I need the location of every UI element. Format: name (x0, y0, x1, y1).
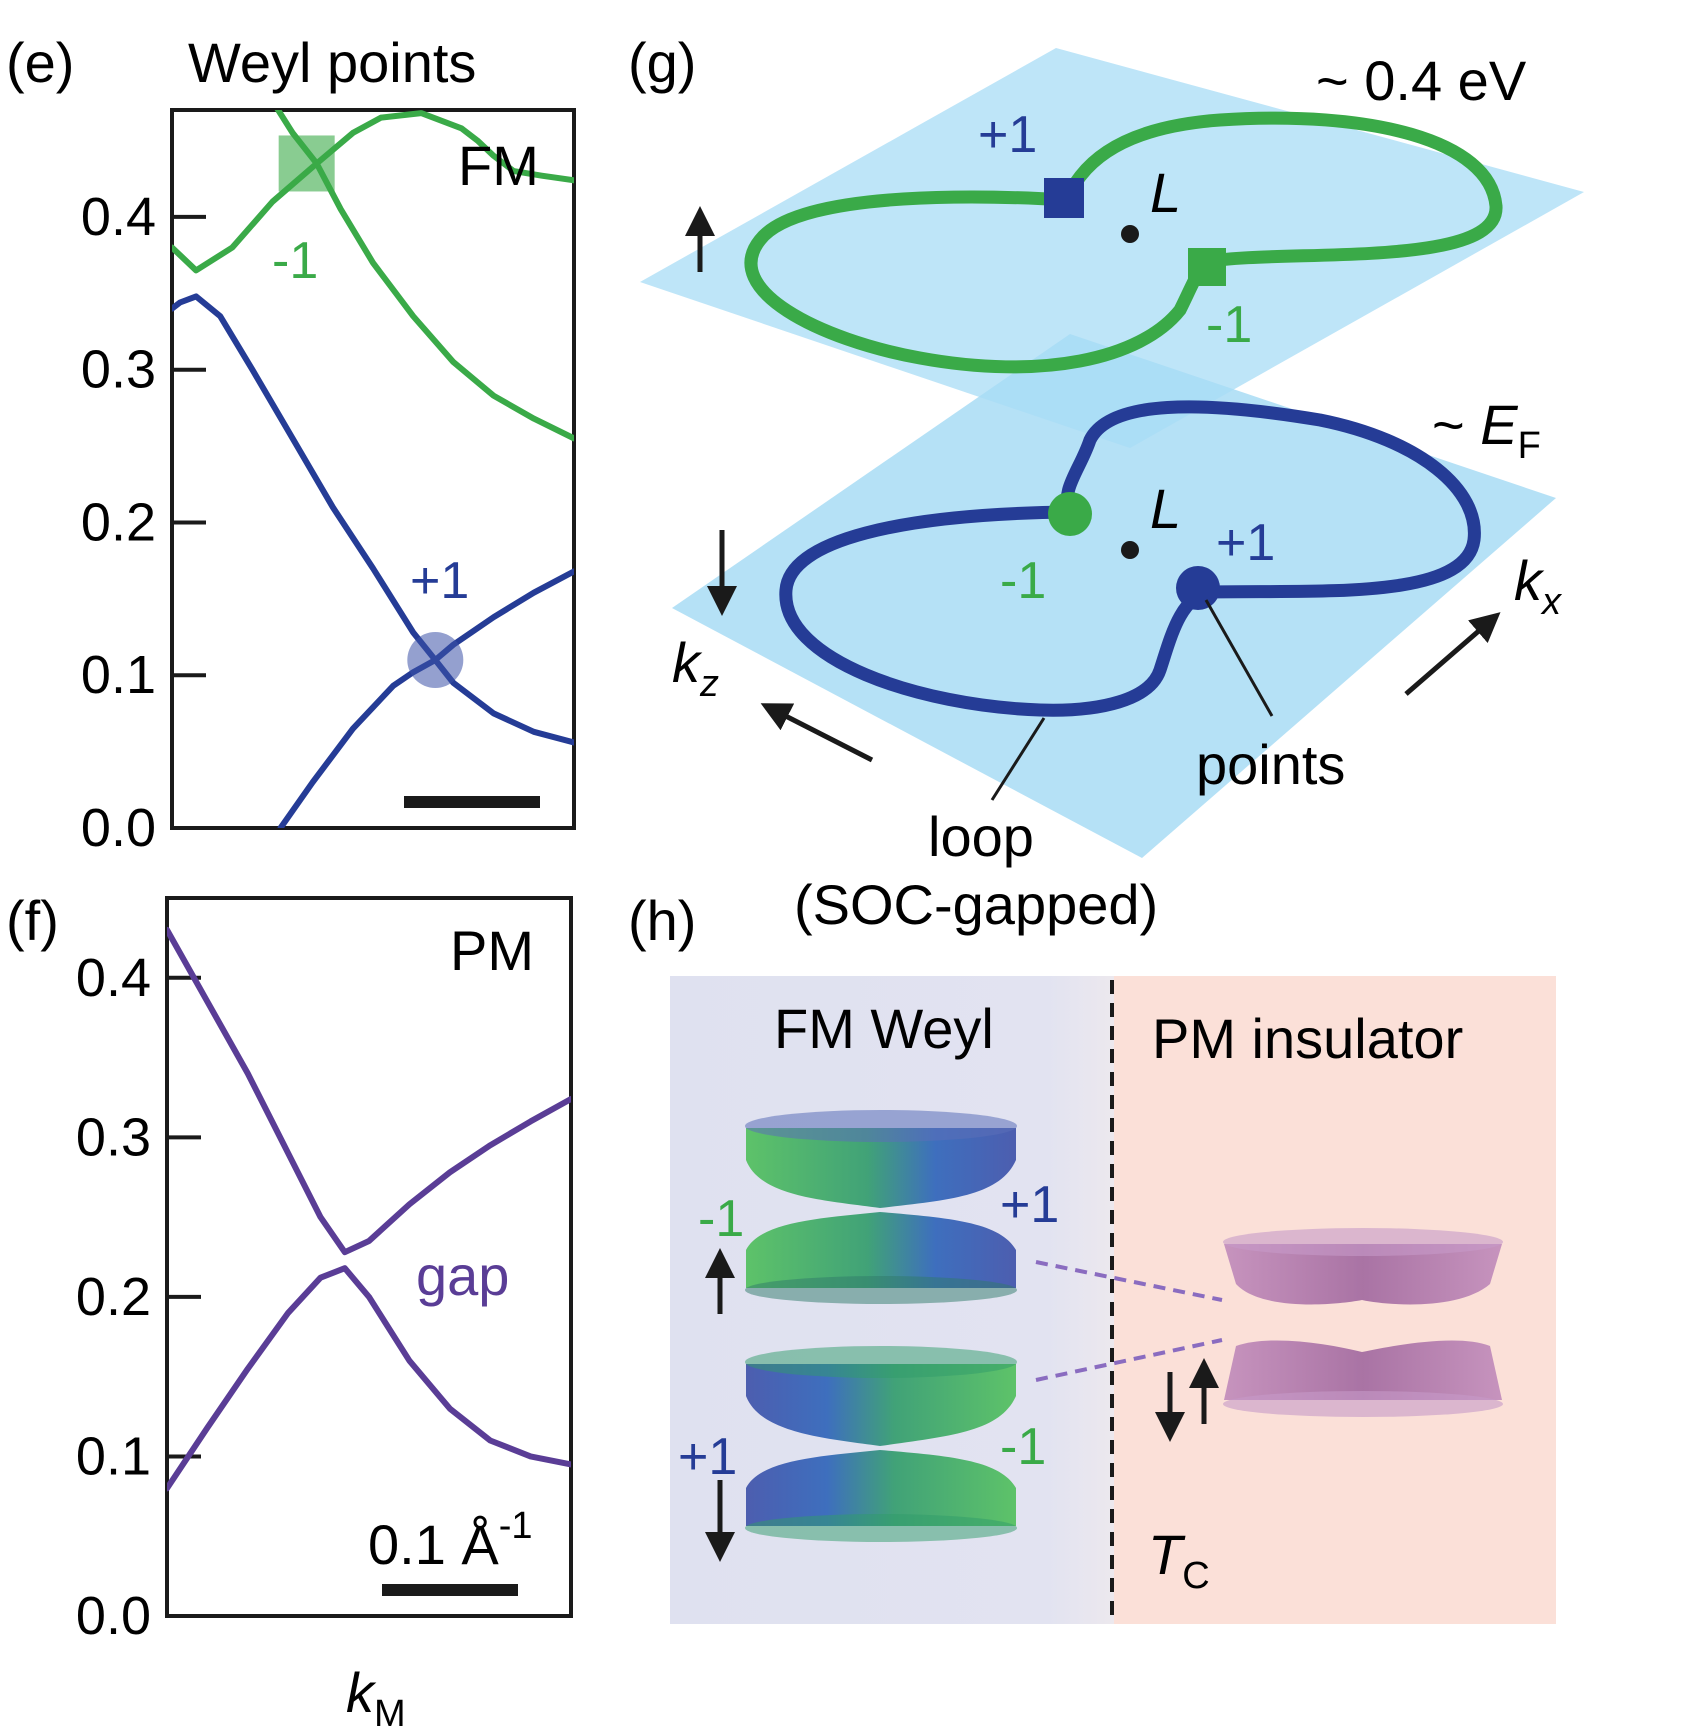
y-tick-label: 0.2 (76, 1267, 151, 1327)
panel-f: (f) 0.0 0.1 0.2 0.3 0.4 PM gap 0.1 Å-1 kM (6, 889, 573, 1735)
y-tick-label: 0.1 (81, 645, 156, 705)
panel-e-plot-frame (170, 108, 576, 830)
panel-g-label: (g) (628, 31, 696, 94)
y-tick-label: 0.4 (81, 187, 156, 247)
connector-lower (1035, 1338, 1223, 1382)
panel-f-label: (f) (6, 889, 59, 952)
pm-gapped-cones (1223, 1228, 1503, 1417)
fm-upper-cone-bottom-rim (745, 1276, 1017, 1304)
kx-axis-label: kx (1514, 549, 1563, 623)
panel-g-bottom-plus-label: +1 (1216, 514, 1275, 572)
kz-axis-arrow (760, 703, 874, 763)
panel-f-scalebar-label: 0.1 Å-1 (368, 1505, 533, 1576)
panel-g-top-L: L (1150, 161, 1181, 224)
kz-axis-label: kz (672, 631, 719, 705)
panel-f-x-axis-label: kM (346, 1661, 406, 1735)
fm-lower-cone-top (746, 1364, 1016, 1446)
purple-band-line (167, 1265, 571, 1492)
panel-f-bands (167, 926, 571, 1492)
fm-lower-cone-bottom (746, 1450, 1016, 1526)
y-tick-label: 0.0 (81, 798, 156, 858)
top-L-point (1121, 225, 1139, 243)
panel-g-bottom-energy: ~ EF (1432, 393, 1541, 467)
fm-region-title: FM Weyl (774, 997, 994, 1060)
panel-g-loop-sub-label: (SOC-gapped) (794, 873, 1158, 936)
weyl-point-circle-marker (407, 631, 464, 688)
panel-e-label: (e) (6, 31, 74, 94)
pm-region-title: PM insulator (1152, 1007, 1463, 1070)
fm-lower-left-chirality: +1 (678, 1428, 737, 1486)
panel-g-top-plus-label: +1 (978, 106, 1037, 164)
fm-upper-cone-top (746, 1128, 1016, 1208)
panel-f-plot-frame (165, 896, 573, 1618)
top-weyl-point-plus (1044, 178, 1084, 218)
fm-upper-left-chirality: -1 (698, 1190, 744, 1248)
loop-leader-line (990, 717, 1046, 801)
panel-g-bottom-L: L (1150, 477, 1181, 540)
lower-energy-plane (672, 334, 1556, 858)
panel-e: (e) Weyl points 0.0 0.1 0.2 0.3 0.4 FM -1 +1 (6, 31, 576, 858)
panel-e-blue-chirality: +1 (410, 552, 469, 610)
fm-upper-cone-top-rim (745, 1110, 1017, 1142)
y-tick-label: 0.0 (76, 1586, 151, 1646)
tc-label: TC (1148, 1523, 1210, 1597)
pm-cone-top (1224, 1244, 1502, 1305)
kx-axis-arrow (1404, 612, 1501, 696)
fm-upper-weyl-cones (745, 1110, 1017, 1304)
y-tick-label: 0.2 (81, 492, 156, 552)
panel-e-y-axis: 0.0 0.1 0.2 0.3 0.4 (81, 187, 206, 858)
y-tick-label: 0.1 (76, 1426, 151, 1486)
panel-g-loop-label: loop (928, 805, 1034, 868)
y-tick-label: 0.3 (81, 340, 156, 400)
panel-h: (h) FM Weyl PM insulator (628, 889, 1556, 1624)
panel-f-y-axis: 0.0 0.1 0.2 0.3 0.4 (76, 948, 201, 1646)
connector-upper (1035, 1260, 1223, 1302)
y-tick-label: 0.3 (76, 1107, 151, 1167)
fm-lower-cone-top-rim (745, 1346, 1017, 1378)
panel-g-top-minus-label: -1 (1206, 296, 1252, 354)
panel-e-bands (172, 110, 574, 828)
points-leader-line (1204, 599, 1274, 717)
panel-f-regime-label: PM (450, 919, 534, 982)
fm-lower-cone-bottom-rim (745, 1514, 1017, 1542)
panel-e-green-chirality: -1 (272, 232, 318, 290)
pm-cone-bottom-rim (1223, 1391, 1503, 1417)
panel-e-title: Weyl points (188, 31, 476, 94)
panel-g-points-label: points (1196, 733, 1345, 796)
panel-h-label: (h) (628, 889, 696, 952)
pm-cone-bottom (1224, 1340, 1502, 1400)
fm-lower-right-chirality: -1 (1000, 1418, 1046, 1476)
panel-e-weyl-points (278, 135, 464, 688)
bottom-L-point (1121, 541, 1139, 559)
purple-band-line (167, 926, 571, 1256)
pm-cone-top-rim (1223, 1228, 1503, 1256)
panel-e-regime-label: FM (458, 134, 539, 197)
bottom-weyl-point-plus (1176, 566, 1220, 610)
y-tick-label: 0.4 (76, 948, 151, 1008)
weyl-point-square-marker (278, 135, 335, 192)
panel-g-bottom-minus-label: -1 (1000, 552, 1046, 610)
fm-lower-weyl-cones (745, 1346, 1017, 1542)
panel-g-top-energy: ~ 0.4 eV (1316, 49, 1527, 112)
fm-upper-right-chirality: +1 (1000, 1176, 1059, 1234)
panel-g: (g) ~ 0.4 eV ~ EF L L +1 -1 -1 +1 kz kx (628, 31, 1584, 936)
fm-upper-cone-bottom (746, 1212, 1016, 1288)
bottom-weyl-point-minus (1048, 492, 1092, 536)
green-band-line (172, 110, 574, 274)
panel-f-gap-label: gap (416, 1244, 509, 1307)
top-weyl-point-minus (1188, 248, 1226, 286)
blue-band-line (172, 293, 574, 746)
